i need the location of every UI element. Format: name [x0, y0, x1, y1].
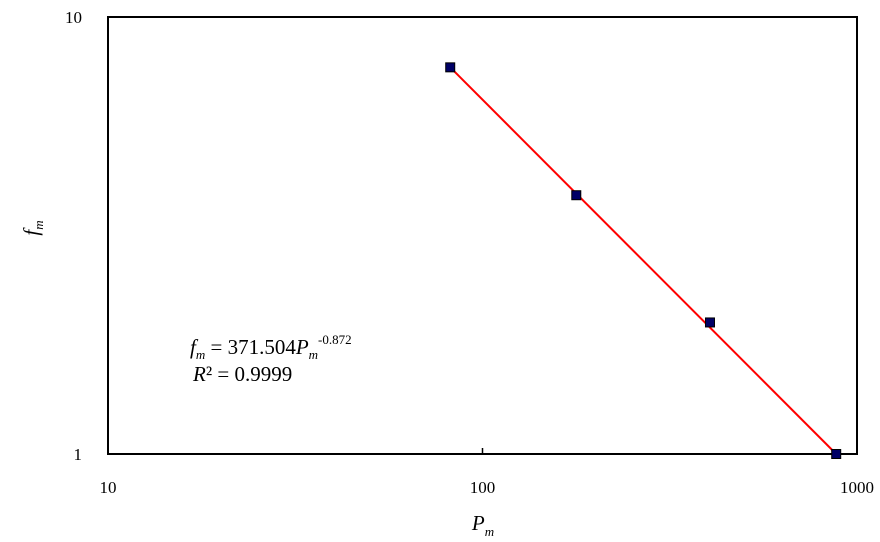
x-axis-label: Pm — [471, 511, 494, 539]
axis-ticks — [107, 16, 858, 455]
axis-tick-labels: 10 100 1000 1 10 — [65, 8, 874, 497]
eq-coefficient: = 371.504 — [205, 335, 296, 359]
eq-rhs-sub: m — [309, 347, 318, 362]
x-axis-label-main: P — [471, 511, 485, 535]
x-tick-label: 100 — [470, 478, 496, 497]
eq-lhs-sub: m — [196, 347, 205, 362]
y-axis-label-main: f — [19, 227, 43, 236]
data-point-marker — [445, 62, 456, 73]
y-axis-label-sub: m — [31, 220, 46, 229]
data-point-marker — [571, 190, 582, 201]
plot-area-frame — [107, 16, 858, 455]
y-axis-label: fm — [19, 220, 46, 235]
eq-exponent: -0.872 — [318, 332, 352, 347]
x-tick-label: 1000 — [840, 478, 874, 497]
x-tick-label: 10 — [100, 478, 117, 497]
eq-lhs-main: f — [190, 335, 199, 359]
y-tick-label: 1 — [74, 445, 83, 464]
data-point-marker — [704, 317, 715, 328]
y-tick-label: 10 — [65, 8, 82, 27]
x-axis-label-sub: m — [485, 524, 494, 539]
r-squared-main: R — [192, 362, 206, 386]
trendline-group — [449, 66, 837, 455]
regression-equation: fm = 371.504Pm-0.872 — [190, 332, 352, 362]
data-points — [445, 62, 842, 459]
data-point-marker — [831, 449, 842, 459]
r-squared: R² = 0.9999 — [192, 362, 292, 386]
r-squared-value: ² = 0.9999 — [206, 362, 292, 386]
eq-rhs-main: P — [295, 335, 309, 359]
power-trendline — [449, 66, 837, 455]
